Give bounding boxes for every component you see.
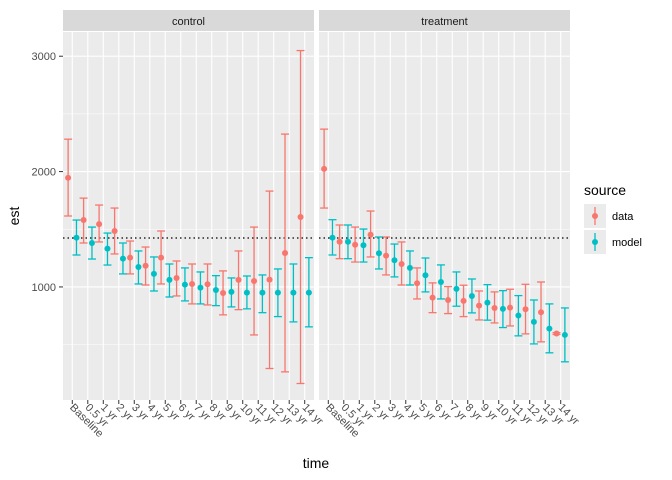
point-model — [530, 318, 537, 325]
strip-label: control — [172, 16, 205, 28]
point-model — [468, 292, 475, 299]
point-data — [491, 304, 498, 311]
strip — [319, 10, 570, 31]
point-data — [282, 250, 289, 257]
point-data — [445, 296, 452, 303]
point-model — [243, 289, 250, 296]
legend-title: source — [584, 182, 626, 198]
point-data — [65, 174, 72, 181]
point-data — [321, 165, 328, 172]
point-model — [499, 305, 506, 312]
point-data — [142, 262, 149, 269]
strip-label: treatment — [421, 16, 467, 28]
point-data — [127, 254, 134, 261]
point-data — [429, 294, 436, 301]
point-data — [220, 289, 227, 296]
point-model — [422, 272, 429, 279]
point-data — [507, 304, 514, 311]
point-model — [437, 278, 444, 285]
y-tick-label: 1000 — [32, 282, 56, 294]
point-model — [391, 257, 398, 264]
point-model — [484, 299, 491, 306]
point-model — [197, 284, 204, 291]
point-data — [476, 302, 483, 309]
point-model — [515, 312, 522, 319]
point-data — [297, 214, 304, 221]
point-model — [150, 270, 157, 277]
point-model — [274, 289, 281, 296]
y-tick-label: 2000 — [32, 167, 56, 179]
point-data — [80, 217, 87, 224]
point-model — [329, 234, 336, 241]
legend: source data model — [584, 182, 642, 254]
point-data — [251, 277, 258, 284]
point-data — [111, 227, 118, 234]
point-data — [367, 231, 374, 238]
point-model — [135, 263, 142, 270]
point-model — [344, 238, 351, 245]
point-data — [414, 280, 421, 287]
legend-label: model — [612, 237, 642, 249]
point-model — [88, 239, 95, 246]
legend-key-point — [592, 213, 598, 219]
point-data — [538, 309, 545, 316]
point-model — [73, 234, 80, 241]
point-data — [189, 280, 196, 287]
point-data — [158, 254, 165, 261]
point-model — [305, 289, 312, 296]
point-data — [266, 276, 273, 283]
point-data — [336, 238, 343, 245]
point-model — [290, 289, 297, 296]
point-data — [522, 306, 529, 313]
point-data — [204, 281, 211, 288]
point-data — [96, 221, 103, 228]
point-model — [561, 331, 568, 338]
point-model — [119, 255, 126, 262]
point-data — [460, 297, 467, 304]
point-model — [406, 264, 413, 271]
point-model — [360, 242, 367, 249]
point-model — [104, 245, 111, 252]
legend-label: data — [612, 211, 634, 223]
panel-background — [319, 32, 570, 400]
point-data — [553, 330, 560, 337]
point-model — [546, 325, 553, 332]
panel-background — [63, 32, 314, 400]
point-data — [173, 274, 180, 281]
legend-key-point — [592, 239, 598, 245]
point-model — [166, 276, 173, 283]
point-data — [235, 276, 242, 283]
point-model — [453, 285, 460, 292]
y-tick-label: 3000 — [32, 51, 56, 63]
point-model — [228, 288, 235, 295]
point-model — [181, 281, 188, 288]
point-data — [398, 260, 405, 267]
point-data — [383, 252, 390, 259]
x-axis-title: time — [303, 455, 330, 471]
point-model — [259, 289, 266, 296]
strip — [63, 10, 314, 31]
point-model — [212, 286, 219, 293]
y-axis-title: est — [6, 207, 22, 226]
point-data — [352, 241, 359, 248]
point-model — [375, 250, 382, 257]
